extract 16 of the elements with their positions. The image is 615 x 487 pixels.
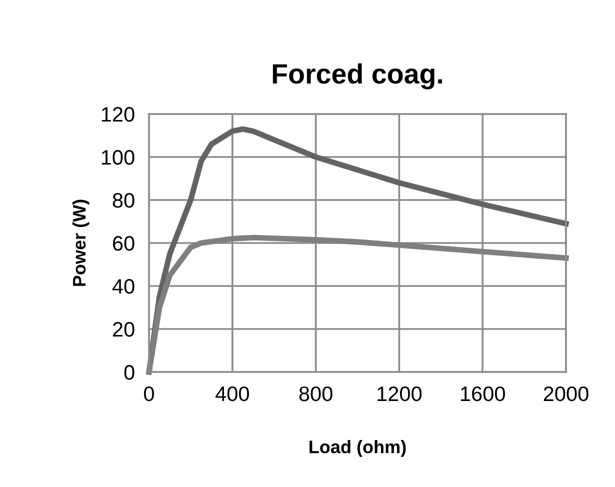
x-tick-label: 2000: [544, 386, 588, 402]
y-tick-label: 120: [102, 107, 134, 122]
x-tick-label: 400: [216, 386, 249, 402]
y-axis-title: Power (W): [72, 200, 90, 286]
y-tick-label: 60: [113, 236, 134, 251]
y-tick-label: 0: [124, 365, 134, 380]
y-tick-label: 80: [112, 193, 134, 208]
x-axis-title: Load (ohm): [310, 440, 406, 457]
y-tick-label: 20: [112, 322, 134, 337]
x-tick-label: 1600: [461, 386, 505, 402]
x-tick-label: 800: [299, 386, 332, 402]
x-tick-label: 1200: [378, 386, 422, 402]
x-tick-label: 0: [144, 386, 154, 402]
y-tick-label: 40: [112, 279, 134, 294]
y-tick-label: 100: [102, 150, 134, 165]
chart-title: Forced coag.: [272, 63, 442, 90]
